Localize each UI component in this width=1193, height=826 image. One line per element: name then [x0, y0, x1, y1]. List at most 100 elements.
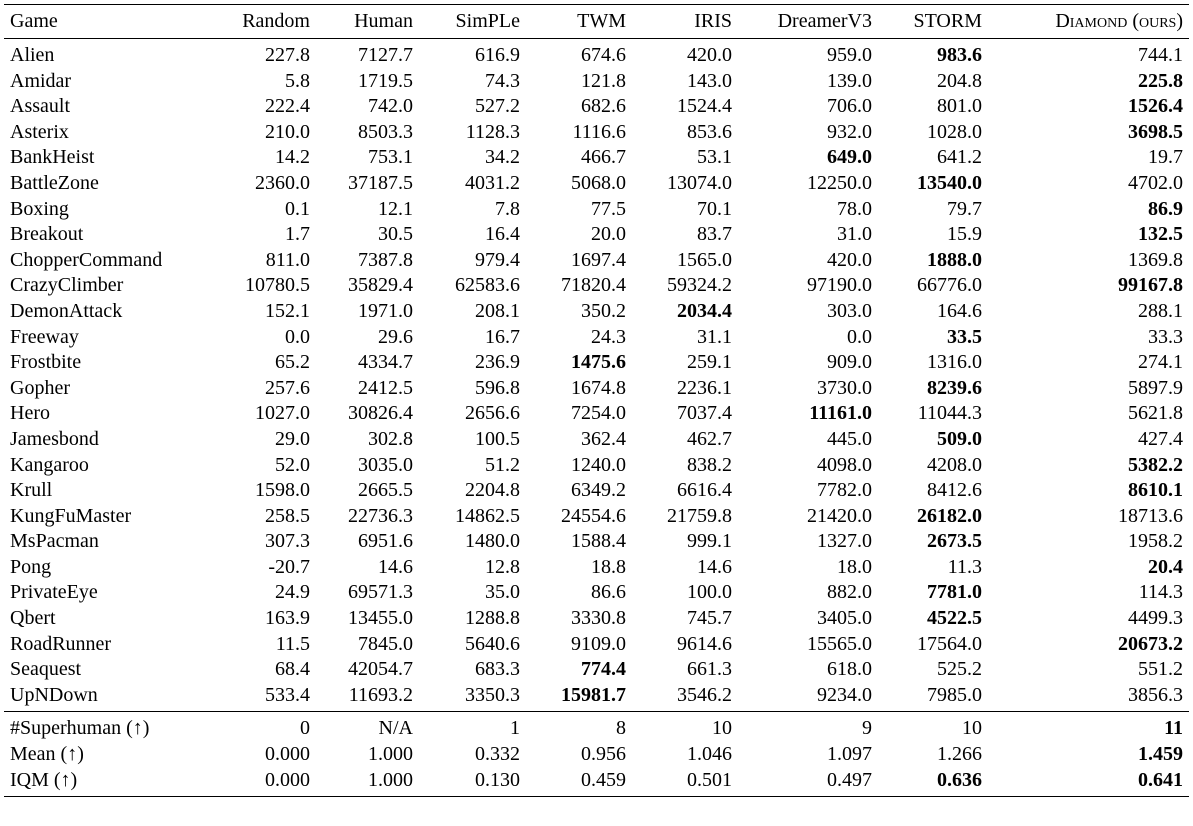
score-cell: 20.4 — [1148, 555, 1183, 578]
score-cell: 5621.8 — [1128, 402, 1183, 425]
score-cell: 33.3 — [1148, 325, 1183, 348]
score-cell: 210.0 — [265, 120, 310, 143]
score-cell: 745.7 — [687, 607, 732, 630]
score-cell: 0.1 — [285, 197, 310, 220]
score-cell: 0.0 — [285, 325, 310, 348]
score-cell: 10780.5 — [245, 274, 310, 297]
score-cell: -20.7 — [268, 555, 310, 578]
score-cell: 11044.3 — [917, 402, 982, 425]
score-cell: 4208.0 — [927, 453, 982, 476]
score-cell: 1.266 — [937, 743, 982, 766]
score-cell: 744.1 — [1138, 44, 1183, 66]
score-cell: 12.1 — [378, 197, 413, 220]
game-row-label: Amidar — [10, 69, 72, 92]
score-cell: 13074.0 — [667, 171, 732, 194]
score-cell: 13540.0 — [917, 171, 982, 194]
score-cell: 999.1 — [687, 530, 732, 553]
score-cell: 30826.4 — [348, 402, 413, 425]
score-cell: 1588.4 — [571, 530, 626, 553]
score-cell: 31.1 — [697, 325, 732, 348]
score-cell: 225.8 — [1138, 69, 1183, 92]
score-cell: N/A — [378, 717, 413, 740]
score-cell: 14.6 — [697, 555, 732, 578]
score-cell: 0.459 — [581, 768, 626, 791]
game-row-label: MsPacman — [10, 530, 99, 553]
score-cell: 1.097 — [827, 743, 872, 766]
score-cell: 274.1 — [1138, 351, 1183, 374]
score-cell: 51.2 — [485, 453, 520, 476]
score-cell: 12250.0 — [807, 171, 872, 194]
game-row-label: ChopperCommand — [10, 248, 163, 271]
score-cell: 152.1 — [265, 299, 310, 322]
score-cell: 70.1 — [697, 197, 732, 220]
score-cell: 1288.8 — [465, 607, 520, 630]
col-header-simple: SimPLe — [455, 10, 520, 32]
game-row: Gopher 257.6 2412.5 596.8 1674.8 2236.1 3730.0… — [4, 376, 1189, 402]
game-row: UpNDown 533.4 11693.2 3350.3 15981.7 3546.2 92… — [4, 683, 1189, 712]
score-cell: 288.1 — [1138, 299, 1183, 322]
score-cell: 302.8 — [368, 427, 413, 450]
score-cell: 7782.0 — [817, 479, 872, 502]
score-cell: 2204.8 — [465, 479, 520, 502]
score-cell: 8503.3 — [358, 120, 413, 143]
score-cell: 1369.8 — [1128, 248, 1183, 271]
col-header-human: Human — [354, 10, 413, 32]
summary-row-label: #Superhuman (↑) — [10, 717, 150, 740]
game-row-label: Krull — [10, 479, 53, 502]
atari-results-table: Game Random Human SimPLe TWM IRIS Dreame… — [4, 4, 1189, 797]
score-cell: 466.7 — [581, 146, 626, 169]
game-row-label: Asterix — [10, 120, 69, 143]
game-row-label: PrivateEye — [10, 581, 98, 604]
score-cell: 7781.0 — [927, 581, 982, 604]
game-scores-body: Alien 227.8 7127.7 616.9 674.6 420.0 959.0 983.… — [4, 39, 1189, 712]
summary-row: #Superhuman (↑) 0 N/A 1 8 10 9 10 11 — [4, 711, 1189, 742]
score-cell: 6951.6 — [358, 530, 413, 553]
score-cell: 509.0 — [937, 427, 982, 450]
score-cell: 1526.4 — [1128, 95, 1183, 118]
score-cell: 204.8 — [937, 69, 982, 92]
score-cell: 1 — [510, 717, 520, 740]
game-row: Breakout 1.7 30.5 16.4 20.0 83.7 31.0 15.9 132.5 — [4, 222, 1189, 248]
score-cell: 7985.0 — [927, 683, 982, 706]
score-cell: 0.501 — [687, 768, 732, 791]
score-cell: 959.0 — [827, 44, 872, 66]
score-cell: 35.0 — [485, 581, 520, 604]
score-cell: 99167.8 — [1118, 274, 1183, 297]
score-cell: 62583.6 — [455, 274, 520, 297]
col-header-random: Random — [242, 10, 310, 32]
game-row-label: Gopher — [10, 376, 70, 399]
score-cell: 74.3 — [485, 69, 520, 92]
score-cell: 18713.6 — [1118, 504, 1183, 527]
score-cell: 753.1 — [368, 146, 413, 169]
score-cell: 9234.0 — [817, 683, 872, 706]
score-cell: 533.4 — [265, 683, 310, 706]
score-cell: 3856.3 — [1128, 683, 1183, 706]
score-cell: 7254.0 — [571, 402, 626, 425]
score-cell: 307.3 — [265, 530, 310, 553]
game-row: Assault 222.4 742.0 527.2 682.6 1524.4 706.0 80… — [4, 94, 1189, 120]
score-cell: 682.6 — [581, 95, 626, 118]
score-cell: 0.956 — [581, 743, 626, 766]
score-cell: 5.8 — [285, 69, 310, 92]
score-cell: 15565.0 — [807, 632, 872, 655]
score-cell: 6616.4 — [677, 479, 732, 502]
score-cell: 811.0 — [265, 248, 310, 271]
score-cell: 77.5 — [591, 197, 626, 220]
score-cell: 303.0 — [827, 299, 872, 322]
score-cell: 774.4 — [581, 658, 626, 681]
score-cell: 909.0 — [827, 351, 872, 374]
score-cell: 33.5 — [947, 325, 982, 348]
score-cell: 853.6 — [687, 120, 732, 143]
score-cell: 1128.3 — [465, 120, 520, 143]
score-cell: 78.0 — [837, 197, 872, 220]
summary-row: IQM (↑) 0.000 1.000 0.130 0.459 0.501 0.497 0.6… — [4, 768, 1189, 797]
game-row-label: Boxing — [10, 197, 69, 220]
score-cell: 16.7 — [485, 325, 520, 348]
score-cell: 527.2 — [475, 95, 520, 118]
score-cell: 5897.9 — [1128, 376, 1183, 399]
score-cell: 15981.7 — [561, 683, 626, 706]
game-row-label: BattleZone — [10, 171, 99, 194]
game-row: ChopperCommand 811.0 7387.8 979.4 1697.4 1565… — [4, 248, 1189, 274]
score-cell: 236.9 — [475, 351, 520, 374]
score-cell: 114.3 — [1138, 581, 1183, 604]
